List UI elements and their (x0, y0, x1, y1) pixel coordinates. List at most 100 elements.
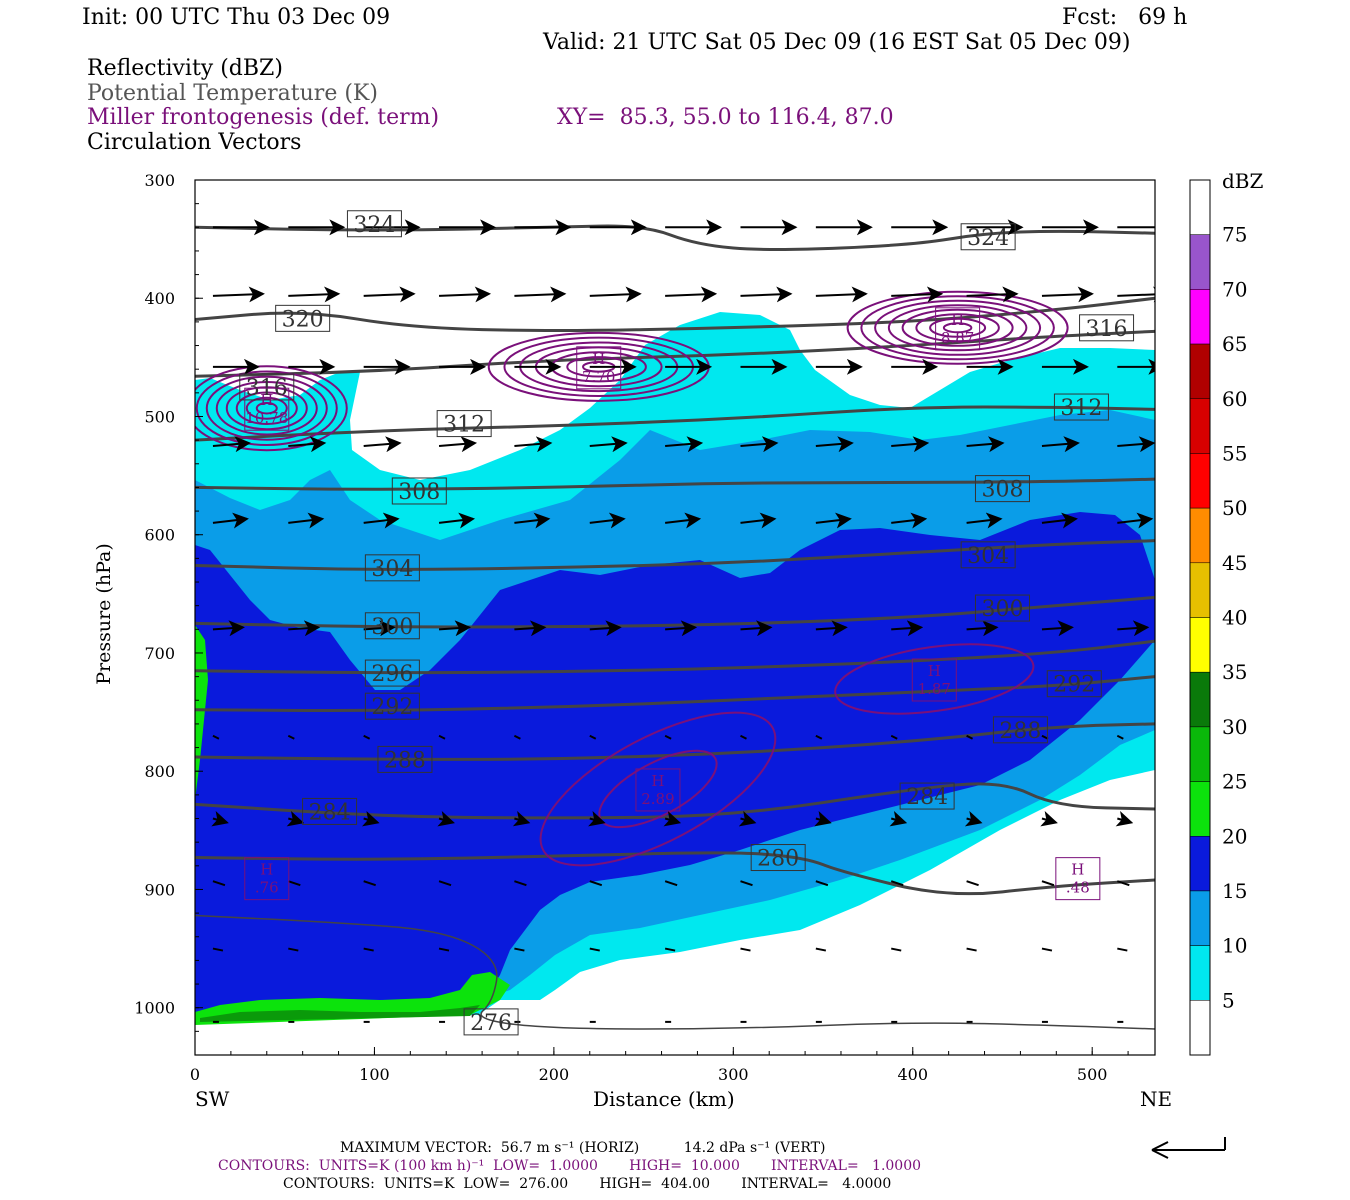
svg-text:H: H (1071, 861, 1084, 879)
svg-text:.76: .76 (255, 879, 279, 897)
theta-contour-324 (195, 224, 1155, 251)
theta-contour-308 (195, 477, 1155, 491)
colorbar-label: 10 (1222, 934, 1247, 958)
reflectivity-fill (195, 180, 1155, 1055)
circulation-vector (1041, 880, 1055, 887)
circulation-vector (740, 286, 793, 303)
circulation-vector (664, 734, 672, 740)
y-tick-label: 500 (144, 407, 175, 426)
colorbar-unit: dBZ (1222, 169, 1264, 193)
svg-text:284: 284 (309, 800, 351, 825)
svg-text:308: 308 (981, 478, 1023, 503)
circulation-vector (212, 286, 265, 303)
circulation-vector (212, 436, 251, 453)
frontogenesis-contour (901, 308, 1014, 347)
theta-label: 320 (275, 304, 331, 332)
circulation-vector (814, 810, 832, 827)
svg-text:276: 276 (470, 1011, 512, 1036)
svg-text:284: 284 (906, 785, 948, 810)
svg-text:292: 292 (1053, 673, 1095, 698)
svg-text:312: 312 (443, 413, 485, 438)
y-tick-label: 600 (144, 526, 175, 545)
svg-text:1.87: 1.87 (918, 680, 951, 698)
svg-text:304: 304 (967, 544, 1009, 569)
circulation-vector (889, 810, 908, 827)
x-axis-ne: NE (1140, 1087, 1173, 1111)
circulation-vector (212, 620, 245, 637)
circulation-vector (740, 512, 777, 529)
reflectivity-15dbz-region (195, 512, 1155, 1012)
circulation-vector (288, 286, 341, 303)
svg-text:H: H (260, 391, 273, 409)
frontogenesis-contour (846, 290, 1069, 365)
circulation-vector (664, 880, 678, 887)
circulation-vector (363, 947, 374, 952)
circulation-vector (514, 436, 553, 453)
colorbar-swatch (1189, 671, 1211, 728)
circulation-vector (211, 810, 229, 827)
colorbar-swatch (1189, 945, 1211, 1001)
svg-text:288: 288 (999, 719, 1041, 744)
frontogenesis-contour (245, 396, 288, 420)
x-tick-label: 500 (1077, 1065, 1108, 1084)
circulation-vector (1041, 947, 1053, 952)
valid-time: Valid: 21 UTC Sat 05 Dec 09 (16 EST Sat … (543, 30, 1131, 55)
circulation-vector (665, 286, 718, 303)
svg-text:304: 304 (371, 557, 413, 582)
frontogenesis-max-label: H.76 (244, 857, 290, 901)
circulation-vector (589, 880, 603, 887)
circulation-vector (438, 620, 472, 637)
colorbar-swatch (1189, 1000, 1211, 1056)
theta-label: 304 (960, 541, 1016, 569)
circulation-vector (212, 734, 220, 740)
circulation-vector (589, 947, 600, 952)
footer-max-vector: MAXIMUM VECTOR: 56.7 m s⁻¹ (HORIZ) 14.2 … (340, 1140, 826, 1156)
circulation-vector (514, 947, 525, 952)
colorbar-swatch (1189, 562, 1211, 618)
circulation-vector (363, 286, 416, 303)
svg-text:308: 308 (398, 480, 440, 505)
colorbar-swatch (1189, 179, 1211, 235)
theta-contour-276 (195, 914, 1155, 1030)
circulation-vector (363, 620, 396, 637)
theta-contour-312 (195, 405, 1155, 442)
circulation-vector (1041, 436, 1080, 453)
colorbar-label: 55 (1222, 441, 1247, 465)
circulation-vector (1117, 947, 1128, 952)
frontogenesis-contour (874, 299, 1042, 356)
circulation-vector (966, 880, 979, 887)
circulation-vector (589, 512, 626, 529)
frontogenesis-max-label: H8.87 (935, 307, 981, 351)
theta-label: 292 (1046, 670, 1102, 698)
circulation-vector (288, 620, 321, 637)
circulation-vector (815, 286, 868, 303)
theta-label: 280 (750, 844, 806, 872)
theta-label: 296 (364, 659, 420, 687)
theta-label: 324 (960, 223, 1016, 251)
circulation-vector (363, 734, 371, 740)
circulation-vector (438, 436, 478, 453)
svg-text:312: 312 (1060, 396, 1102, 421)
circulation-vector (512, 810, 531, 827)
colorbar-swatch (1189, 234, 1211, 290)
cross-section-endpoints: XY= 85.3, 55.0 to 116.4, 87.0 (557, 105, 894, 130)
circulation-vector (514, 620, 547, 637)
colorbar-label: 50 (1222, 496, 1247, 520)
circulation-vector (437, 810, 455, 827)
circulation-vector (740, 947, 751, 952)
circulation-vector (740, 436, 779, 453)
circulation-vector (1117, 512, 1154, 529)
circulation-vector (890, 880, 904, 887)
theta-label: 288 (377, 745, 433, 773)
circulation-vector (665, 620, 698, 637)
circulation-vector (665, 436, 704, 453)
theta-contour-304 (195, 539, 1155, 571)
circulation-vector (815, 880, 829, 887)
circulation-vector (287, 880, 301, 887)
circulation-vector (1041, 286, 1094, 303)
colorbar-label: 35 (1222, 660, 1247, 684)
circulation-vector (589, 620, 622, 637)
svg-text:320: 320 (282, 307, 324, 332)
circulation-vector (363, 880, 376, 887)
